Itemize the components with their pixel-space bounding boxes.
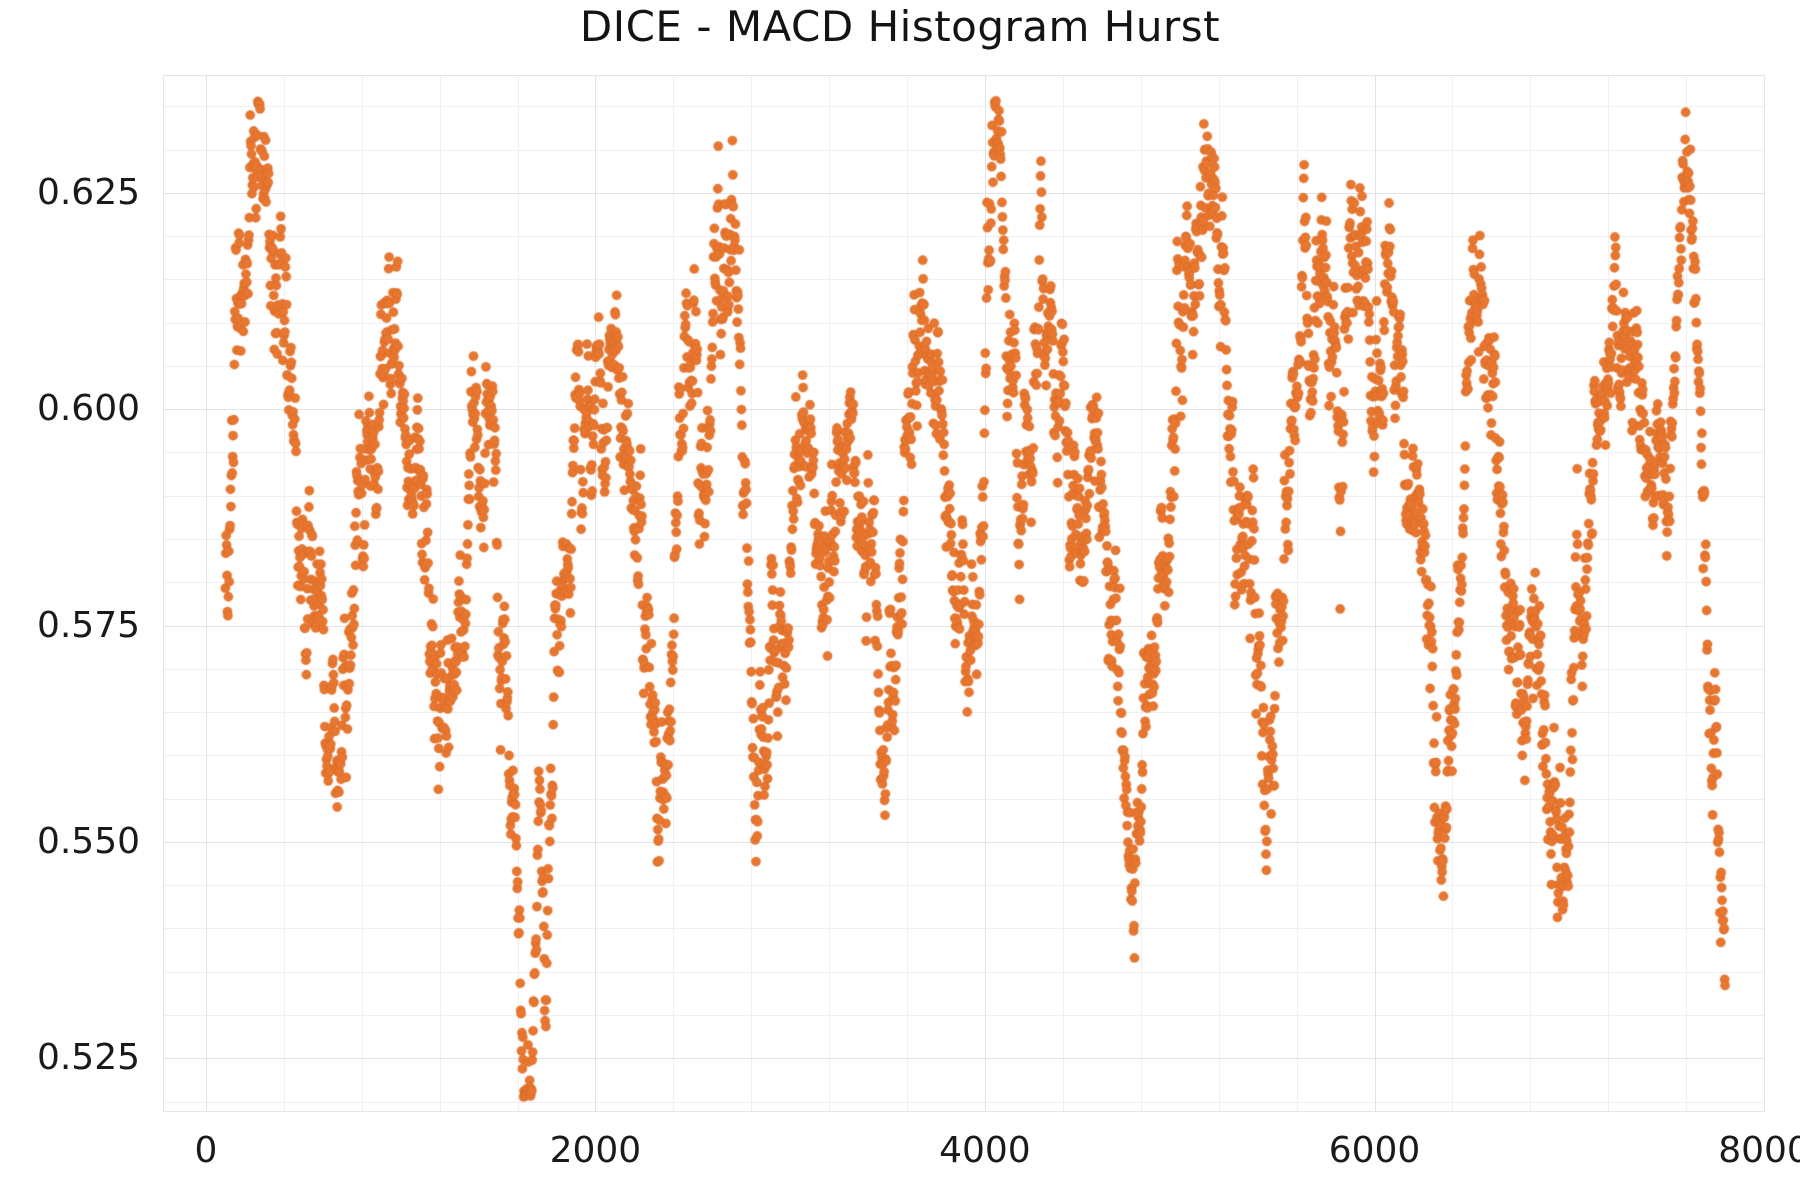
- y-tick-label: 0.525: [36, 1037, 140, 1079]
- y-tick-label: 0.625: [36, 171, 140, 213]
- x-tick-label: 6000: [1328, 1130, 1421, 1171]
- x-tick-label: 0: [194, 1130, 218, 1171]
- x-tick-label: 2000: [549, 1130, 642, 1171]
- y-tick-label: 0.575: [36, 604, 140, 646]
- x-tick-label: 4000: [939, 1130, 1031, 1171]
- y-tick-label: 0.600: [36, 388, 140, 430]
- y-tick-label: 0.550: [36, 820, 140, 862]
- chart-title: DICE - MACD Histogram Hurst: [579, 2, 1221, 51]
- x-tick-label: 8000: [1718, 1130, 1800, 1171]
- plot-area: 0.525 0.550 0.575 0.600 0.625 0 2000 4000 6000 80…: [37, 75, 1800, 1169]
- x-major-gridline: [1764, 76, 1765, 1111]
- scatter-canvas: [164, 76, 1764, 1111]
